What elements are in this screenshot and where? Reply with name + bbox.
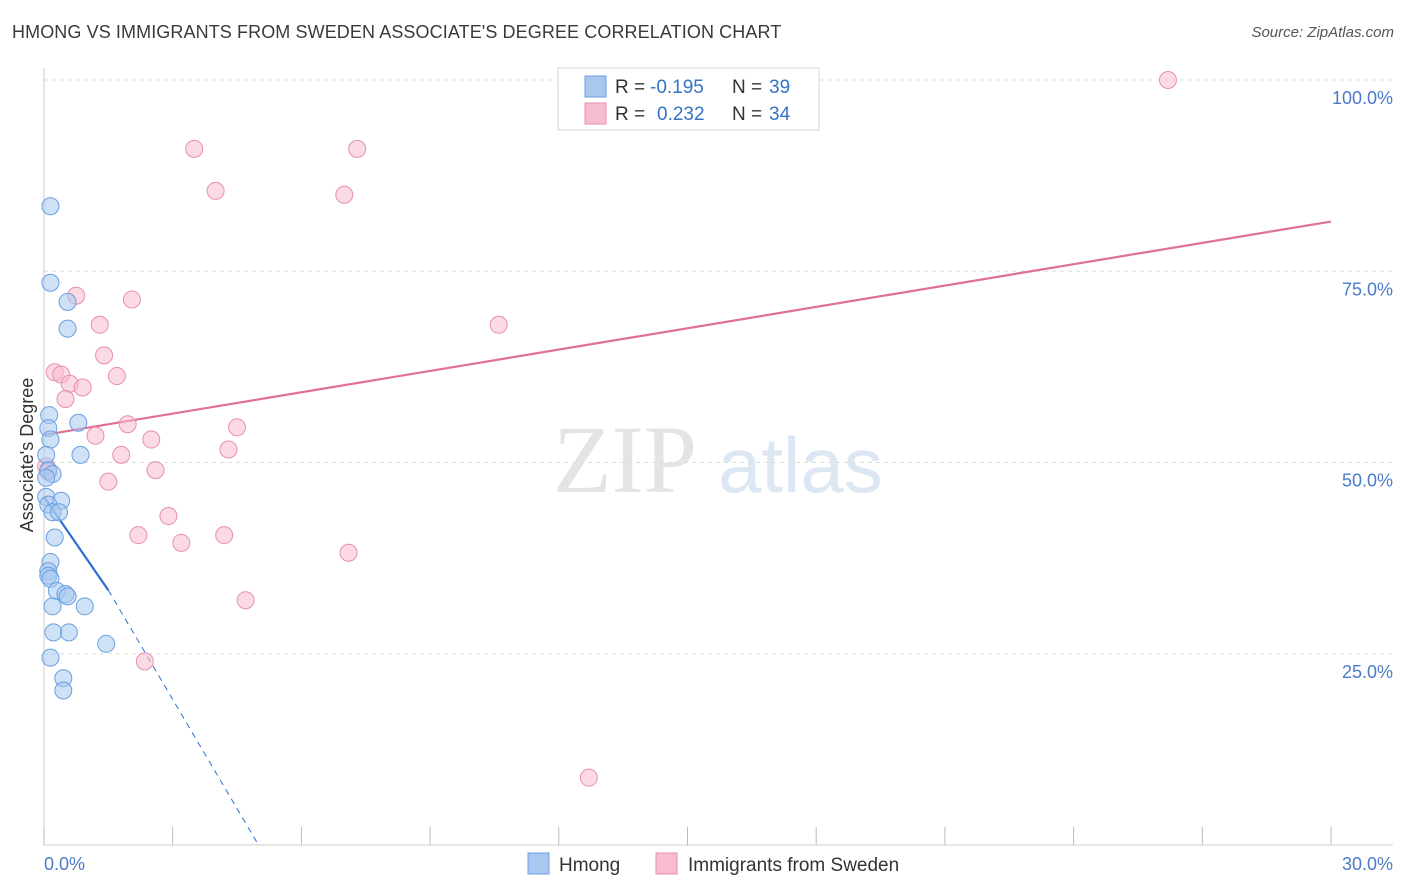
trend-line-sweden [43,220,1332,437]
point-sweden [159,507,178,526]
point-sweden [489,315,508,334]
bottom-legend-swatch-sweden [655,852,678,875]
point-hmong [43,597,62,616]
point-hmong [45,528,64,547]
legend-n-value-sweden: 34 [769,104,791,125]
point-sweden [99,472,118,491]
point-hmong [58,292,77,311]
point-hmong [54,681,73,700]
point-hmong [37,445,56,464]
point-hmong [69,413,88,432]
point-sweden [86,426,105,445]
point-hmong [50,503,69,522]
point-sweden [228,418,247,437]
bottom-legend-swatch-hmong [527,852,550,875]
point-sweden [146,461,165,480]
y-tick-label-25: 25.0% [1342,662,1393,682]
point-sweden [107,367,126,386]
point-hmong [71,445,90,464]
point-hmong [58,587,77,606]
trend-lines [43,220,1332,846]
y-tick-label-75: 75.0% [1342,279,1393,299]
point-sweden [129,526,148,545]
point-sweden [1158,71,1177,89]
point-hmong [44,623,63,642]
point-hmong [41,430,60,449]
point-sweden [215,526,234,545]
point-sweden [73,378,92,397]
correlation-legend: R = -0.195 N = 39 R = 0.232 N = 34 [557,67,820,131]
point-sweden [122,290,141,309]
grid-lines [44,79,1393,655]
legend-n-label-hmong: N = [732,77,762,98]
y-tick-label-100: 100.0% [1332,88,1393,108]
chart-title: HMONG VS IMMIGRANTS FROM SWEDEN ASSOCIAT… [12,22,782,42]
legend-r-value-hmong: -0.195 [650,77,704,98]
point-hmong [37,468,56,487]
point-sweden [56,390,75,409]
legend-swatch-hmong [584,75,607,98]
point-sweden [335,185,354,204]
series-legend: Hmong Immigrants from Sweden [527,852,899,876]
point-hmong [41,273,60,292]
point-sweden [112,445,131,464]
point-sweden [348,139,367,158]
point-sweden [118,415,137,434]
y-axis-title: Associate's Degree [17,378,37,533]
point-sweden [579,768,598,787]
point-sweden [90,315,109,334]
point-hmong [58,319,77,338]
point-sweden [185,139,204,158]
source-label: Source: ZipAtlas.com [1251,24,1394,41]
point-hmong [41,197,60,216]
point-hmong [41,648,60,667]
watermark-zip: ZIP [553,406,697,513]
point-sweden [219,440,238,459]
legend-r-value-sweden: 0.232 [657,104,705,125]
point-hmong [59,623,78,642]
bottom-legend-label-hmong: Hmong [559,855,620,876]
y-tick-labels: 25.0% 50.0% 75.0% 100.0% [1332,88,1393,682]
watermark-atlas: atlas [718,421,883,509]
point-sweden [172,533,191,552]
point-sweden [206,181,225,200]
point-sweden [236,591,255,610]
legend-n-label-sweden: N = [732,104,762,125]
bottom-legend-label-sweden: Immigrants from Sweden [688,855,899,876]
y-tick-label-50: 50.0% [1342,471,1393,491]
trend-line-hmong-extension [107,590,259,846]
legend-r-label-hmong: R = [615,77,645,98]
legend-r-label-sweden: R = [615,104,645,125]
legend-swatch-sweden [584,102,607,125]
point-sweden [339,543,358,562]
point-hmong [75,597,94,616]
point-sweden [95,346,114,365]
point-sweden [142,430,161,449]
legend-n-value-hmong: 39 [769,77,790,98]
data-points [37,71,1177,787]
x-tick-label-min: 0.0% [44,854,85,874]
point-hmong [97,634,116,653]
point-sweden [135,652,154,671]
x-tick-label-max: 30.0% [1342,854,1393,874]
